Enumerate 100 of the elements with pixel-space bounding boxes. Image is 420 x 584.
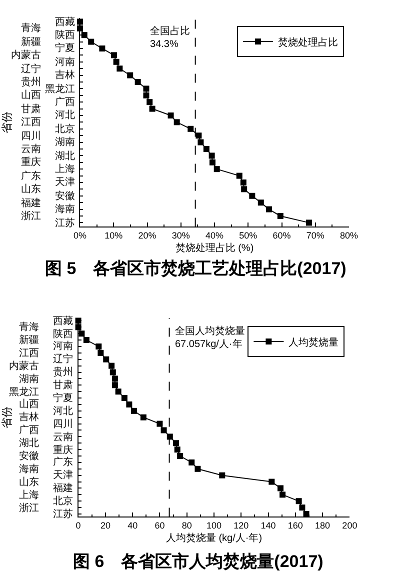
- y-tick-label: 福建: [53, 482, 73, 494]
- y-tick-label: 辽宁: [21, 63, 41, 75]
- y-tick-label: 北京: [53, 495, 73, 507]
- point: [112, 376, 118, 382]
- y-tick-label: 天津: [55, 176, 75, 188]
- point: [188, 126, 194, 132]
- x-tick-label: 80: [182, 520, 192, 530]
- point: [99, 45, 106, 52]
- y-tick-label: 山东: [21, 183, 41, 195]
- text: 图 5 各省区市焚烧工艺处理占比(2017): [45, 259, 346, 278]
- y-tick-label: 福建: [21, 197, 41, 209]
- y-tick-label: 青海: [21, 22, 41, 34]
- y-tick-label: 江西: [21, 116, 41, 128]
- point: [196, 132, 202, 139]
- x-tick-label: 20: [100, 520, 110, 530]
- point: [81, 32, 88, 38]
- x-tick-label: 200: [342, 520, 358, 530]
- point: [116, 66, 123, 72]
- x-tick-label: 0: [76, 520, 81, 530]
- x-tick-label: 120: [234, 520, 249, 530]
- y-tick-label: 安徽: [19, 450, 39, 462]
- point: [236, 172, 242, 179]
- y-tick-label: 北京: [55, 123, 75, 135]
- x-tick-label: 70%: [306, 230, 324, 240]
- x-tick-label: 0%: [73, 230, 87, 240]
- y-tick-label: 内蒙古: [9, 360, 39, 372]
- y-tick-label: 陕西: [53, 328, 73, 340]
- y-tick-label: 西藏: [53, 315, 73, 327]
- point: [240, 179, 246, 186]
- x-tick-label: 40: [128, 520, 138, 530]
- y-tick-label: 湖南: [55, 136, 75, 148]
- point: [173, 440, 179, 446]
- point: [103, 356, 110, 362]
- y-tick-label: 天津: [53, 469, 73, 481]
- y-tick-label: 江苏: [53, 508, 73, 520]
- y-tick-label: 湖南: [19, 373, 39, 385]
- text: 图 6 各省区市人均焚烧量(2017): [73, 552, 324, 571]
- y-tick-label: 山西: [21, 89, 41, 101]
- y-axis-title: 省份: [0, 406, 14, 428]
- y-tick-label: 甘肃: [21, 103, 41, 115]
- y-tick-label: 河北: [53, 405, 73, 417]
- point: [296, 498, 302, 504]
- y-tick-label: 山东: [19, 476, 39, 488]
- point: [113, 58, 120, 65]
- point: [174, 446, 180, 453]
- y-tick-label: 上海: [19, 489, 39, 501]
- point: [168, 112, 174, 118]
- y-tick-label: 贵州: [21, 76, 41, 88]
- y-tick-label: 浙江: [19, 502, 39, 514]
- y-tick-label: 云南: [21, 143, 41, 155]
- point: [88, 38, 94, 45]
- point: [277, 212, 284, 219]
- x-tick-label: 100: [206, 520, 222, 530]
- point: [78, 330, 85, 337]
- y-tick-label: 宁夏: [55, 42, 75, 54]
- y-tick-label: 陕西: [55, 29, 75, 41]
- point: [112, 382, 118, 388]
- point: [198, 139, 204, 146]
- point: [156, 420, 163, 427]
- point: [208, 152, 215, 159]
- y-tick-label: 山西: [19, 398, 39, 410]
- point: [110, 369, 116, 376]
- point: [299, 504, 306, 511]
- y-tick-label: 黑龙江: [45, 83, 75, 95]
- point: [110, 52, 117, 58]
- y-tick-label: 湖北: [19, 437, 39, 449]
- point: [149, 106, 156, 112]
- y-tick-label: 广西: [19, 424, 39, 436]
- legend-label: 焚烧处理占比: [278, 36, 338, 48]
- point: [108, 362, 115, 369]
- y-tick-label: 内蒙古: [11, 49, 41, 61]
- y-tick-label: 江西: [19, 347, 39, 359]
- point: [241, 186, 248, 192]
- y-tick-label: 海南: [55, 203, 75, 215]
- y-tick-label: 湖北: [55, 150, 75, 162]
- y-tick-label: 贵州: [53, 366, 73, 378]
- ref-line-label: 全国人均焚烧量 67.057kg/人·年: [175, 325, 245, 350]
- point: [134, 78, 141, 85]
- y-tick-label: 云南: [53, 431, 73, 443]
- y-tick-label: 新疆: [21, 36, 41, 48]
- y-tick-label: 吉林: [55, 69, 75, 81]
- point: [96, 343, 102, 350]
- point: [146, 99, 153, 106]
- y-tick-label: 河南: [53, 340, 73, 352]
- y-tick-label: 西藏: [55, 16, 75, 28]
- y-tick-label: 新疆: [19, 334, 39, 346]
- y-tick-label: 甘肃: [53, 379, 73, 391]
- y-tick-label: 吉林: [19, 411, 39, 423]
- point: [98, 350, 104, 356]
- point: [143, 86, 150, 92]
- y-tick-label: 四川: [53, 418, 73, 430]
- y-tick-label: 江苏: [55, 217, 75, 229]
- point: [249, 192, 256, 199]
- point: [219, 472, 226, 478]
- point: [126, 401, 132, 408]
- y-tick-label: 上海: [55, 163, 75, 175]
- point: [306, 220, 312, 226]
- y-tick-label: 辽宁: [53, 353, 73, 365]
- x-tick-label: 40%: [205, 230, 224, 240]
- y-tick-label: 广东: [53, 456, 73, 468]
